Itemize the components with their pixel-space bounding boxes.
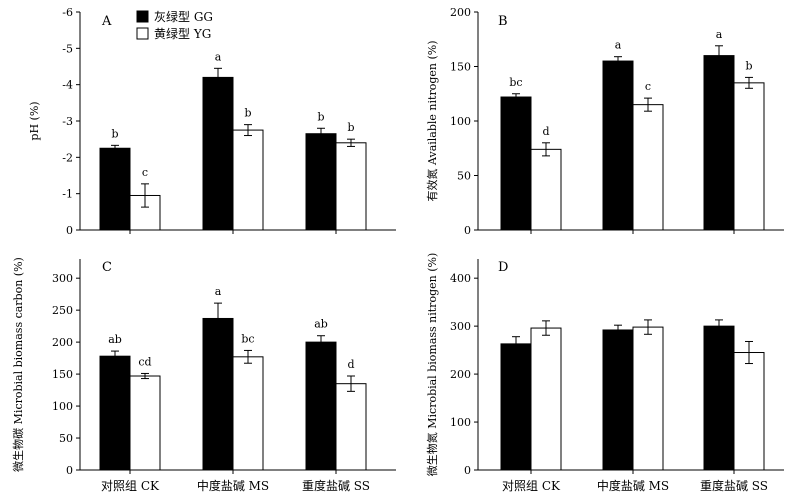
significance-label: bc (509, 76, 522, 89)
y-tick-label: 200 (52, 336, 73, 349)
significance-label: b (244, 107, 251, 120)
bar-gg (500, 96, 532, 231)
bar-yg (733, 352, 765, 471)
bar-yg (335, 142, 367, 231)
y-tick-label: 0 (464, 224, 471, 237)
bar-gg (602, 329, 634, 471)
panel-letter: C (102, 260, 112, 275)
y-axis-label: pH (%) (28, 101, 41, 140)
bar-yg (733, 82, 765, 231)
bar-yg (232, 129, 264, 231)
y-tick-label: 400 (450, 272, 471, 285)
y-axis-label: 微生物碳 Microbial biomass carbon (%) (11, 257, 25, 472)
significance-label: a (615, 39, 622, 52)
significance-label: b (745, 59, 752, 72)
legend-swatch-yg (136, 27, 149, 40)
y-tick-label: 0 (66, 464, 73, 477)
y-tick-label: 150 (450, 61, 471, 74)
significance-label: ab (314, 318, 328, 331)
panel-letter: A (101, 14, 112, 29)
significance-label: a (215, 285, 222, 298)
bar-gg (202, 317, 234, 471)
bar-yg (632, 104, 664, 231)
chart-panel-d: 0 100 200 300 400 D 微生物氮 Microbial biomass nit… (425, 253, 784, 493)
x-category-label: 对照组 CK (502, 479, 561, 493)
y-tick-label: 300 (450, 320, 471, 333)
significance-label: b (317, 110, 324, 123)
x-category-label: 重度盐碱 SS (700, 478, 768, 493)
bar-yg (129, 375, 161, 471)
chart-panel-a: 0 -1 -2 -3 -4 -5 -6 ApH (%) b a b c b b (28, 6, 396, 237)
significance-label: c (142, 166, 148, 179)
significance-label: b (111, 127, 118, 140)
bar-gg (500, 343, 532, 471)
legend-label-gg: 灰绿型 GG (154, 9, 213, 24)
chart-panel-c: 0 50 100 150 200 250 300 C 微生物碳 Microbial biomas… (11, 257, 396, 493)
bar-gg (99, 147, 131, 231)
y-axis-label: 有效氮 Available nitrogen (%) (425, 41, 439, 202)
significance-label: b (347, 121, 354, 134)
y-tick-label: 50 (59, 432, 73, 445)
significance-label: d (542, 125, 549, 138)
panel-letter: D (498, 260, 508, 275)
bar-gg (703, 325, 735, 471)
y-tick-label: 50 (457, 170, 471, 183)
x-category-label: 对照组 CK (101, 479, 160, 493)
bar-yg (232, 356, 264, 471)
y-tick-label: 200 (450, 6, 471, 19)
y-tick-label: 200 (450, 368, 471, 381)
legend-label-yg: 黄绿型 YG (154, 26, 211, 41)
y-tick-label: 100 (450, 416, 471, 429)
significance-label: d (347, 358, 354, 371)
bar-gg (305, 133, 337, 231)
bar-gg (99, 355, 131, 471)
x-category-label: 中度盐碱 MS (197, 478, 269, 493)
bar-yg (530, 148, 562, 231)
y-tick-label: -3 (62, 115, 73, 128)
significance-label: cd (138, 355, 151, 368)
panel-letter: B (498, 14, 508, 29)
y-axis-label: 微生物氮 Microbial biomass nitrogen (%) (425, 253, 439, 476)
y-tick-label: -2 (62, 151, 73, 164)
bar-yg (632, 326, 664, 471)
bar-gg (703, 55, 735, 231)
y-tick-label: 0 (464, 464, 471, 477)
bar-gg (305, 341, 337, 471)
significance-label: c (645, 80, 651, 93)
x-category-label: 中度盐碱 MS (597, 478, 669, 493)
y-tick-label: 250 (52, 304, 73, 317)
y-tick-label: 0 (66, 224, 73, 237)
significance-label: a (215, 50, 222, 63)
significance-label: bc (241, 332, 254, 345)
y-tick-label: -5 (62, 42, 73, 55)
y-tick-label: -1 (62, 188, 73, 201)
chart-panel-b: 0 50 100 150 200 B 有效氮 Available nitrogen (%) b… (425, 6, 784, 237)
y-tick-label: 300 (52, 272, 73, 285)
y-tick-label: 100 (450, 115, 471, 128)
bar-gg (602, 60, 634, 231)
x-category-label: 重度盐碱 SS (302, 478, 370, 493)
legend-swatch-gg (136, 10, 149, 23)
significance-label: ab (108, 333, 122, 346)
legend: 灰绿型 GG 黄绿型 YG (136, 9, 213, 41)
bar-gg (202, 76, 234, 231)
y-tick-label: -6 (62, 6, 73, 19)
y-tick-label: -4 (62, 79, 73, 92)
y-tick-label: 150 (52, 368, 73, 381)
bar-yg (530, 327, 562, 471)
y-tick-label: 100 (52, 400, 73, 413)
significance-label: a (716, 28, 723, 41)
bar-yg (335, 383, 367, 471)
